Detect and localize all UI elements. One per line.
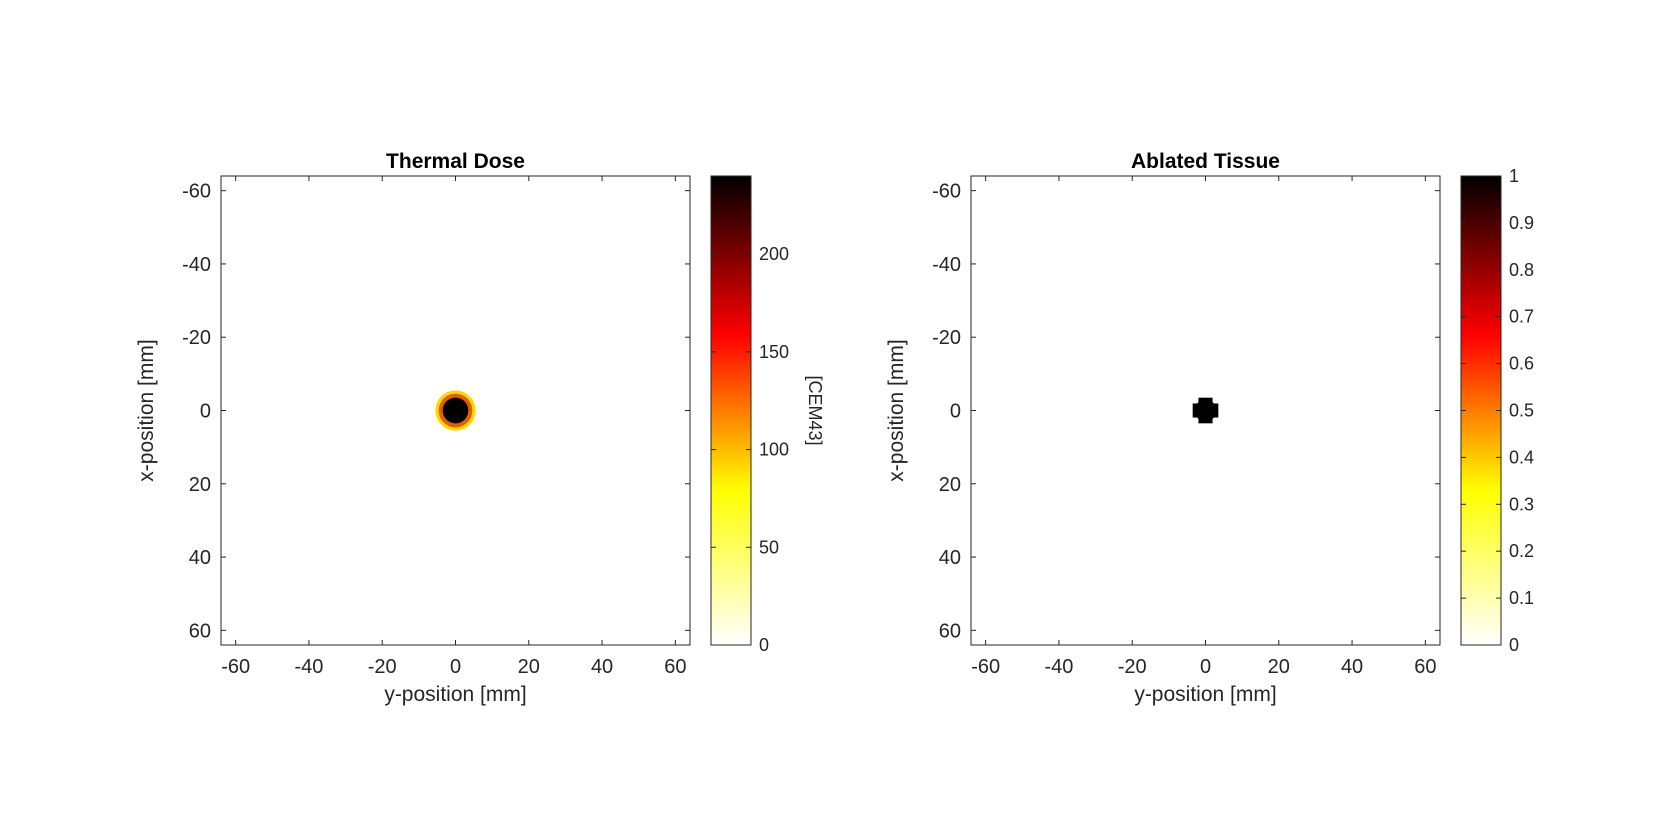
y-axis-label: x-position [mm] (135, 339, 158, 481)
colorbar-tick-label: 0.2 (1509, 541, 1534, 561)
y-tick-label: -40 (932, 254, 961, 276)
y-tick-label: -20 (932, 327, 961, 349)
x-axis-label: y-position [mm] (1134, 683, 1276, 706)
colorbar-tick-label: 100 (759, 440, 789, 460)
x-tick-label: 0 (450, 656, 461, 678)
colorbar-tick-label: 200 (759, 244, 789, 264)
x-tick-label: 60 (1414, 656, 1436, 678)
y-tick-label: 0 (950, 401, 961, 423)
x-tick-label: 60 (664, 656, 686, 678)
y-tick-label: 40 (189, 547, 211, 569)
chart-title: Ablated Tissue (1131, 150, 1280, 173)
x-tick-label: 20 (1268, 656, 1290, 678)
x-tick-label: -40 (294, 656, 323, 678)
dose-core (442, 397, 469, 424)
x-tick-label: 40 (591, 656, 613, 678)
colorbar-tick-label: 0.8 (1509, 260, 1534, 280)
colorbar-frame (710, 175, 752, 646)
ablation-core (1194, 399, 1217, 422)
colorbar-tick-label: 0.4 (1509, 447, 1534, 467)
y-axis-label: x-position [mm] (885, 339, 908, 481)
colorbar-tick-label: 50 (759, 537, 779, 557)
x-tick-label: -20 (1118, 656, 1147, 678)
colorbar-tick-label: 0.5 (1509, 401, 1534, 421)
y-tick-label: 40 (939, 547, 961, 569)
colorbar-tick-label: 1 (1509, 166, 1519, 186)
colorbar-tick-label: 0.7 (1509, 307, 1534, 327)
colorbar-label: [CEM43] (805, 375, 825, 445)
colorbar-tick-label: 150 (759, 342, 789, 362)
colorbar-tick-label: 0.6 (1509, 354, 1534, 374)
colorbar (1461, 176, 1501, 645)
x-axis-label: y-position [mm] (384, 683, 526, 706)
chart-title: Thermal Dose (386, 150, 525, 173)
colorbar (711, 176, 751, 645)
colorbar-tick-label: 0 (1509, 635, 1519, 655)
colorbar-tick-label: 0.9 (1509, 213, 1534, 233)
y-tick-label: 20 (939, 474, 961, 496)
x-tick-label: -60 (971, 656, 1000, 678)
x-tick-label: 0 (1200, 656, 1211, 678)
y-tick-label: -40 (182, 254, 211, 276)
thermal-dose-plot: -60 -40 -20 0 20 40 60 -60 -40 -20 0 20 40 60 Thermal … (135, 150, 825, 706)
y-tick-label: 20 (189, 474, 211, 496)
y-tick-label: -60 (182, 181, 211, 203)
x-tick-label: 40 (1341, 656, 1363, 678)
y-tick-label: 0 (200, 401, 211, 423)
y-tick-label: -60 (932, 181, 961, 203)
ablated-tissue-plot: -60 -40 -20 0 20 40 60 -60 -40 -20 0 20 40 60 Ablated … (885, 150, 1534, 706)
colorbar-tick-label: 0 (759, 635, 769, 655)
colorbar-tick-label: 0.1 (1509, 588, 1534, 608)
y-tick-label: 60 (939, 620, 961, 642)
x-tick-label: -20 (368, 656, 397, 678)
x-tick-label: -40 (1044, 656, 1073, 678)
colorbar-tick-label: 0.3 (1509, 494, 1534, 514)
x-tick-label: 20 (518, 656, 540, 678)
y-tick-label: 60 (189, 620, 211, 642)
y-tick-label: -20 (182, 327, 211, 349)
x-tick-label: -60 (221, 656, 250, 678)
